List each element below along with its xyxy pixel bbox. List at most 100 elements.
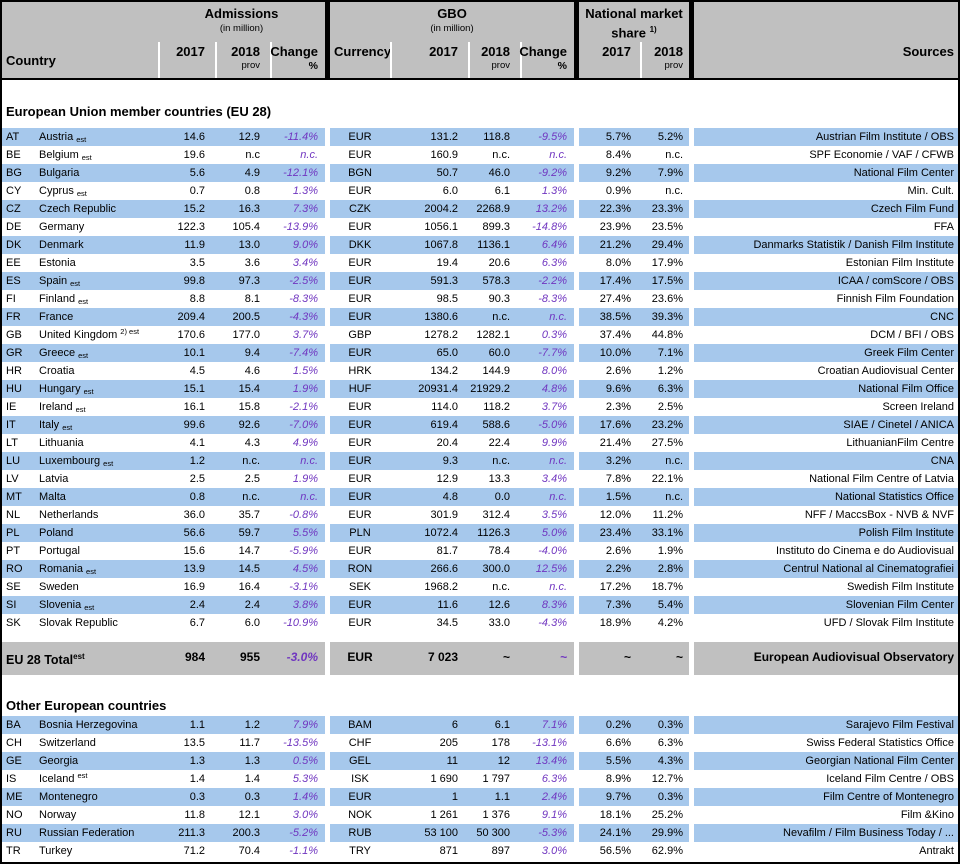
nms-2018-cell: 12.7% [651,773,683,785]
currency-cell: GEL [330,752,390,770]
section-title: European Union member countries (EU 28) [6,104,272,119]
admissions-2017-cell: 5.6 [158,164,215,182]
gbo-2018-cell: 33.0 [488,617,510,629]
gbo-change-cell: 8.0% [541,365,567,377]
gbo-2017-cell: 134.2 [430,365,458,377]
source-cell: Croatian Audiovisual Center [817,365,954,377]
block-gap [574,734,579,752]
gbo-group-header: GBO (in million) [330,2,574,42]
nms-2017-cell: 3.2% [579,452,640,470]
admissions-2017-cell: 1.4 [189,773,205,785]
admissions-2017-cell: 11.8 [184,809,205,821]
nms-2017-cell: 9.2% [579,164,640,182]
admissions-2018-cell: 1.4 [244,773,260,785]
nms-2017-cell: 21.4% [599,437,631,449]
block-gap [574,272,579,290]
gbo-change-cell: 3.7% [541,401,567,413]
table-row: NL Netherlands 36.0 35.7 -0.8% EUR 301.9… [2,506,958,524]
country-name-cell: Germany [39,221,85,233]
admissions-change-cell: -11.4% [270,128,325,146]
gbo-2017-cell: 1 261 [430,809,458,821]
admissions-change-cell: -4.3% [270,308,325,326]
admissions-2017-cell: 209.4 [158,308,215,326]
total-admissions-2018-cell: 955 [215,642,270,676]
admissions-change-cell: -1.1% [289,845,318,857]
country-code-cell: CH [6,737,22,749]
gbo-2017-cell: 12.9 [436,473,458,485]
gbo-2017-cell: 6.0 [442,185,458,197]
block-gap [574,236,579,254]
gbo-2018-cell: 300.0 [468,560,520,578]
admissions-change-cell: -0.8% [289,509,318,521]
gbo-change-cell: 3.5% [541,509,567,521]
source-cell: Slovenian Film Center [694,596,958,614]
admissions-2017-cell: 99.6 [158,416,215,434]
source-cell: Nevafilm / Film Business Today / ... [694,824,958,842]
gbo-2018-cell: 22.4 [488,437,510,449]
table-row: RU Russian Federation 211.3 200.3 -5.2% … [2,824,958,842]
country-code-cell: HR [6,365,22,377]
country-code-cell: NO [6,809,23,821]
block-gap [689,434,694,452]
currency-cell: EUR [348,293,372,305]
admissions-change-cell: 5.5% [270,524,325,542]
table-row: ME Montenegro 0.3 0.3 1.4% EUR 1 1.1 2.4… [2,788,958,806]
block-gap [689,752,694,770]
total-admissions-2017-cell: 984 [158,642,215,676]
source-cell: Georgian National Film Center [694,752,958,770]
nms-2017-cell: 7.8% [605,473,631,485]
total-label-cell: EU 28 Totalest [2,642,158,676]
est-suffix: est [84,603,95,612]
block-gap [574,434,579,452]
source-cell: UFD / Slovak Film Institute [823,617,954,629]
table-row: LT Lithuania 4.1 4.3 4.9% EUR 20.4 22.4 … [2,434,958,452]
admissions-2018-cell: 200.5 [215,308,270,326]
nms-2018-cell: 2.5% [657,401,683,413]
nms-2018-cell: 23.2% [640,416,689,434]
admissions-change-cell: -5.9% [289,545,318,557]
country-name-cell: Poland [38,524,158,542]
country-code-cell: PL [2,524,38,542]
gbo-change-cell: 9.9% [541,437,567,449]
source-cell: National Film Office [694,380,958,398]
source-cell: ICAA / comScore / OBS [694,272,958,290]
admissions-2018-cell: 97.3 [215,272,270,290]
block-gap [325,308,330,326]
country-name-cell: Spain est [38,272,158,290]
gbo-2018-cell: n.c. [468,308,520,326]
gbo-2018-cell: 6.1 [494,185,510,197]
admissions-change-cell: -2.5% [270,272,325,290]
gbo-change-cell: 13.4% [520,752,574,770]
admissions-change-cell: n.c. [300,149,318,161]
gbo-2018-cell: 897 [491,845,510,857]
source-cell: Greek Film Center [694,344,958,362]
nms-2018-cell: 7.9% [640,164,689,182]
gbo-change-cell: -5.3% [520,824,574,842]
block-gap [325,524,330,542]
block-gap [689,770,694,788]
gbo-change-cell: 5.0% [520,524,574,542]
gbo-2018-cell: 46.0 [468,164,520,182]
source-cell: Danmarks Statistik / Danish Film Institu… [694,236,958,254]
total-gbo-2018-cell: ~ [468,642,520,676]
block-gap [574,380,579,398]
country-code-cell: BE [6,149,21,161]
nms-2017-cell: 7.3% [579,596,640,614]
block-gap [689,452,694,470]
nms-2017-cell: 1.5% [579,488,640,506]
currency-cell: EUR [330,416,390,434]
source-cell: FFA [933,221,954,233]
country-code-cell: CZ [2,200,38,218]
table-row: IS Iceland est 1.4 1.4 5.3% ISK 1 690 1 7… [2,770,958,788]
country-name-cell: Malta [38,488,158,506]
country-name-cell: Romania est [38,560,158,578]
country-name-cell: Turkey [39,845,73,857]
gbo-2018-cell: 78.4 [488,545,510,557]
admissions-2018-cell: 15.8 [238,401,260,413]
table-row: CZ Czech Republic 15.2 16.3 7.3% CZK 200… [2,200,958,218]
admissions-2017-cell: 8.8 [189,293,205,305]
currency-cell: EUR [330,452,390,470]
est-suffix: est [86,567,97,576]
block-gap [325,752,330,770]
country-code-cell: FR [2,308,38,326]
